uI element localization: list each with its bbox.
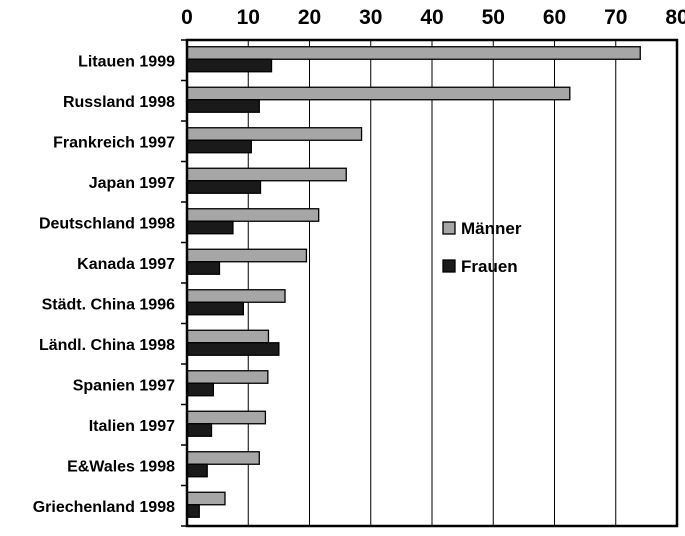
- bars: [186, 46, 641, 518]
- x-tick-label-80: 80: [665, 6, 685, 29]
- category-label-1: Russland 1998: [63, 94, 175, 111]
- legend-swatch-maenner: [442, 221, 456, 235]
- bar-maenner-7: [186, 329, 270, 344]
- bar-frauen-5: [186, 261, 221, 275]
- category-label-3: Japan 1997: [89, 175, 175, 192]
- bar-frauen-6: [186, 301, 244, 316]
- bar-frauen-2: [186, 139, 252, 154]
- bar-frauen-8: [186, 382, 214, 397]
- category-label-0: Litauen 1999: [78, 53, 175, 70]
- bar-frauen-9: [186, 423, 213, 437]
- x-tick-label-0: 0: [181, 6, 193, 29]
- bar-maenner-1: [186, 86, 571, 101]
- bar-frauen-7: [186, 342, 280, 356]
- x-tick-label-10: 10: [237, 6, 260, 29]
- x-tick-label-50: 50: [482, 6, 505, 29]
- category-label-7: Ländl. China 1998: [39, 337, 175, 354]
- category-label-9: Italien 1997: [89, 418, 175, 435]
- category-label-2: Frankreich 1997: [53, 134, 175, 151]
- bar-maenner-11: [186, 491, 226, 506]
- x-axis-tick-labels: 0 10 20 30 40 50 60 70 80: [181, 6, 685, 29]
- category-labels: Litauen 1999 Russland 1998 Frankreich 1997…: [33, 53, 175, 516]
- legend-label-frauen: Frauen: [461, 257, 518, 276]
- category-label-11: Griechenland 1998: [33, 499, 175, 516]
- category-label-6: Städt. China 1996: [42, 296, 175, 313]
- category-label-8: Spanien 1997: [73, 377, 175, 394]
- category-ticks: [181, 39, 187, 527]
- bar-frauen-3: [186, 180, 262, 194]
- x-tick-label-70: 70: [604, 6, 627, 29]
- bar-maenner-8: [186, 370, 269, 384]
- category-label-5: Kanada 1997: [77, 256, 175, 273]
- x-tick-label-40: 40: [420, 6, 443, 29]
- bar-maenner-3: [186, 167, 347, 182]
- x-tick-label-60: 60: [543, 6, 566, 29]
- bar-maenner-0: [186, 46, 641, 60]
- bar-frauen-10: [186, 463, 208, 478]
- x-tick-label-20: 20: [298, 6, 321, 29]
- bar-maenner-6: [186, 289, 286, 303]
- bar-frauen-0: [186, 58, 273, 73]
- bar-maenner-10: [186, 451, 260, 465]
- bar-maenner-4: [186, 208, 320, 222]
- gridlines: [247, 40, 617, 526]
- bar-maenner-5: [186, 248, 308, 263]
- category-label-10: E&Wales 1998: [67, 458, 175, 475]
- x-tick-label-30: 30: [359, 6, 382, 29]
- bar-maenner-9: [186, 410, 267, 425]
- bar-maenner-2: [186, 127, 363, 141]
- legend: Männer Frauen: [442, 219, 522, 276]
- legend-swatch-frauen: [442, 259, 456, 273]
- legend-label-maenner: Männer: [461, 219, 522, 238]
- bar-frauen-4: [186, 220, 234, 235]
- bar-frauen-1: [186, 99, 260, 113]
- category-label-4: Deutschland 1998: [39, 215, 175, 232]
- bar-frauen-11: [186, 504, 200, 518]
